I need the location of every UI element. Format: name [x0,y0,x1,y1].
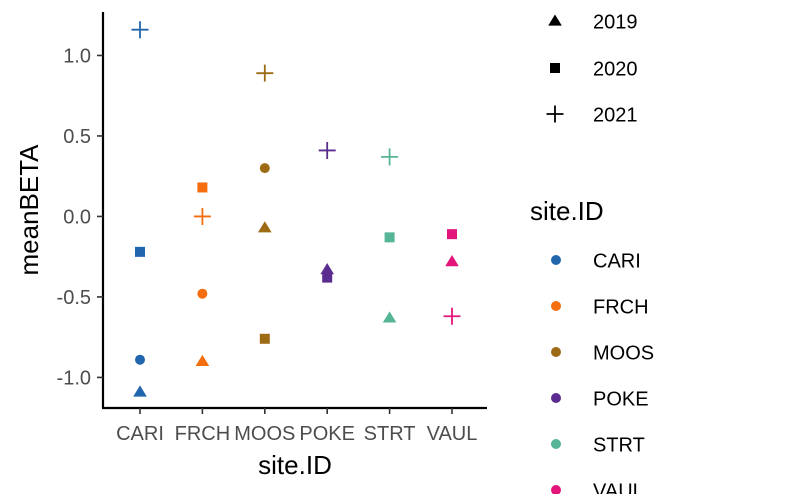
data-point-poke-square [322,272,333,283]
shape-legend-label: 2020 [593,59,638,81]
data-point-frch-plus [193,207,211,225]
data-point-cari-plus [131,21,149,39]
color-legend-key-cari [551,255,561,265]
shape-legend-label: 2021 [593,105,638,127]
data-point-poke-triangle [320,263,334,275]
data-point-cari-square [135,246,145,257]
color-legend-key-moos [551,347,561,357]
x-axis-ticks: CARI FRCH MOOS POKE STRT VAUL [116,408,477,445]
color-legend-key-strt [551,439,561,449]
data-point-cari-triangle [133,385,147,397]
data-point-strt-triangle [382,311,397,323]
data-point-moos-plus [256,64,274,82]
color-legend: site.ID CARI FRCH MOOS POKE STRT VAUL [530,196,654,494]
color-legend-key-frch [551,301,561,311]
y-axis-ticks: -1.0 -0.5 0.0 0.5 1.0 [57,45,103,389]
x-axis-title: site.ID [258,450,332,480]
data-point-cari-circle [135,354,145,365]
color-legend-label: VAUL [593,481,644,494]
color-legend-label: POKE [593,389,649,411]
data-point-frch-square [197,182,208,193]
data-point-vaul-plus [443,307,461,325]
shape-legend: 2019 2020 2021 [546,12,638,127]
y-tick-label: -0.5 [57,287,91,309]
data-point-vaul-square [447,229,457,240]
data-point-poke-plus [318,141,336,159]
y-tick-label: 1.0 [63,45,91,67]
x-tick-label: POKE [299,423,355,445]
color-legend-label: STRT [593,435,645,457]
data-point-moos-triangle [258,221,272,233]
x-tick-label: FRCH [175,423,231,445]
data-point-strt-plus [381,148,399,166]
y-axis-title: meanBETA [14,144,44,276]
x-tick-label: CARI [116,423,164,445]
y-tick-label: 0.5 [63,126,91,148]
data-point-moos-square [259,333,270,344]
color-legend-title: site.ID [530,196,604,226]
x-tick-label: STRT [364,423,416,445]
shape-legend-key-plus [546,105,564,123]
color-legend-label: CARI [593,251,641,273]
shape-legend-label: 2019 [593,12,638,34]
color-legend-key-vaul [551,485,561,494]
x-tick-label: MOOS [234,423,295,445]
shape-legend-key-triangle [548,14,562,26]
y-tick-label: 0.0 [63,206,91,228]
color-legend-label: MOOS [593,343,654,365]
color-legend-label: FRCH [593,297,649,319]
y-tick-label: -1.0 [57,367,91,389]
data-point-strt-square [384,232,395,243]
color-legend-key-poke [551,393,561,403]
data-point-moos-circle [259,163,270,174]
data-point-vaul-triangle [445,255,459,267]
data-point-frch-circle [197,288,208,299]
data-point-frch-triangle [195,354,210,366]
x-tick-label: VAUL [427,423,478,445]
shape-legend-key-square [550,63,560,73]
data-points [131,21,461,397]
